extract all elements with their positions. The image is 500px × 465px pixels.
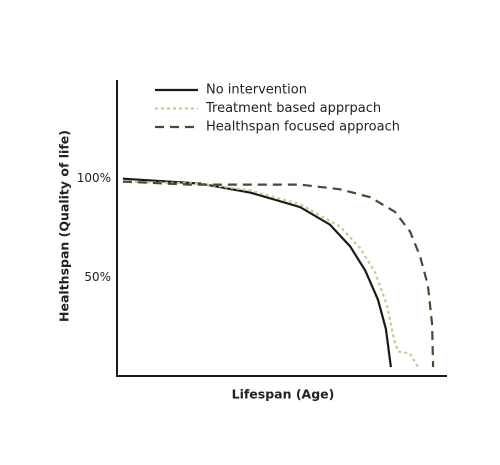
y-axis-label: Healthspan (Quality of life) [57, 130, 72, 322]
x-axis-label: Lifespan (Age) [232, 387, 335, 402]
legend-label: Treatment based apprpach [205, 101, 381, 116]
legend-label: No intervention [206, 83, 307, 98]
legend-label: Healthspan focused approach [206, 120, 400, 135]
y-tick-label: 100% [77, 171, 111, 185]
line [122, 180, 419, 368]
y-tick-label: 50% [84, 270, 111, 284]
line [122, 180, 435, 368]
line [122, 177, 392, 368]
